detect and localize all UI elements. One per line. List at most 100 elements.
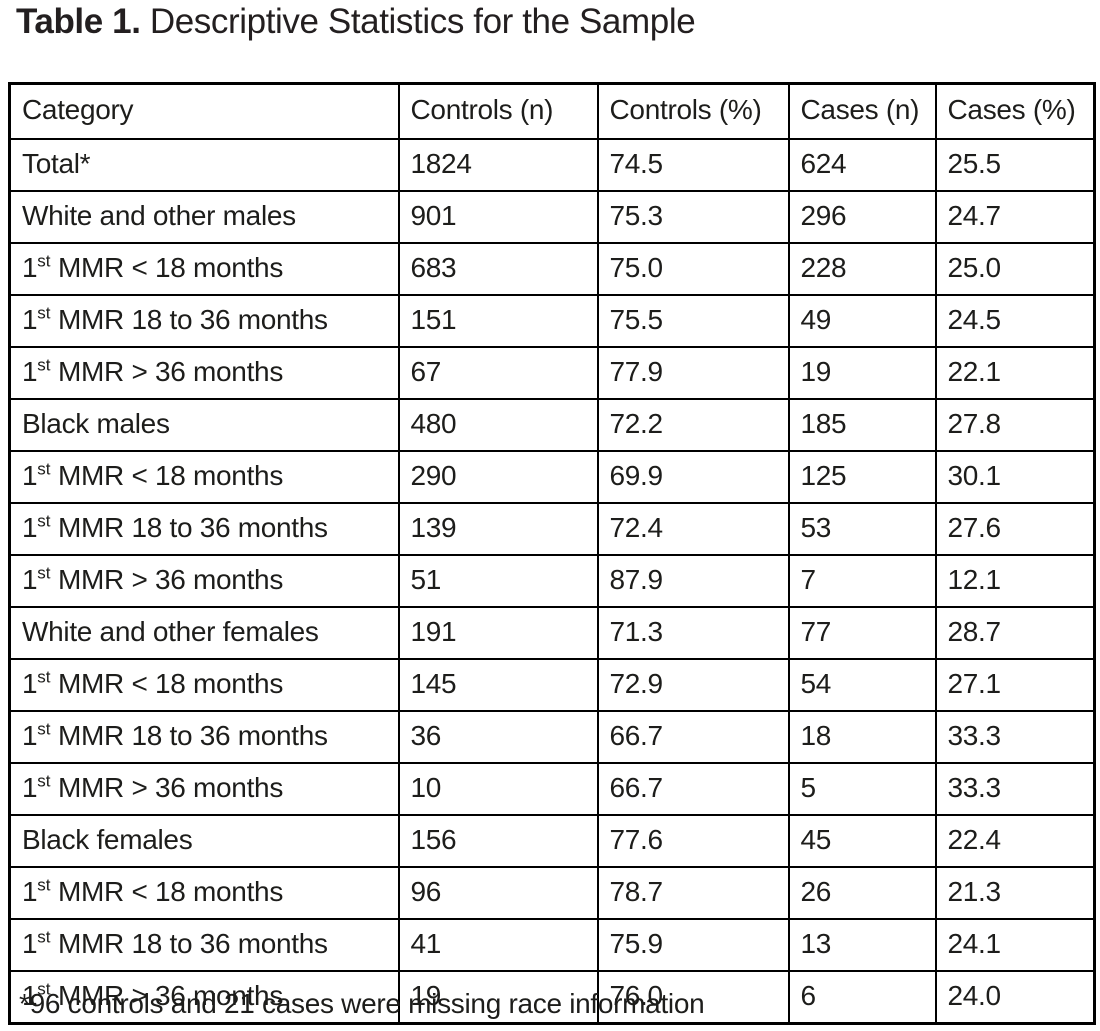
value-cell: 30.1 [934, 450, 1096, 504]
value-cell: 26 [787, 866, 937, 920]
value-cell: 28.7 [934, 606, 1096, 660]
table-row: 1st MMR > 36 months 19 76.0 6 24.0 [8, 970, 1096, 1025]
category-cell: 1st MMR < 18 months [8, 450, 400, 504]
value-cell: 77 [787, 606, 937, 660]
table-row: Black females 156 77.6 45 22.4 [8, 814, 1096, 868]
page-title: Table 1. Descriptive Statistics for the … [16, 2, 696, 42]
column-header-controls-n: Controls (n) [397, 82, 599, 140]
ordinal-superscript: st [37, 511, 51, 531]
table-row: 1st MMR > 36 months 67 77.9 19 22.1 [8, 346, 1096, 400]
value-cell: 72.2 [596, 398, 790, 452]
value-cell: 624 [787, 138, 937, 192]
value-cell: 24.0 [934, 970, 1096, 1025]
value-cell: 49 [787, 294, 937, 348]
value-cell: 25.0 [934, 242, 1096, 296]
table-row: 1st MMR > 36 months 51 87.9 7 12.1 [8, 554, 1096, 608]
value-cell: 74.5 [596, 138, 790, 192]
value-cell: 480 [397, 398, 599, 452]
table-row: 1st MMR > 36 months 10 66.7 5 33.3 [8, 762, 1096, 816]
ordinal-superscript: st [37, 667, 51, 687]
category-cell: 1st MMR > 36 months [8, 970, 400, 1025]
value-cell: 24.7 [934, 190, 1096, 244]
value-cell: 27.8 [934, 398, 1096, 452]
value-cell: 5 [787, 762, 937, 816]
value-cell: 72.4 [596, 502, 790, 556]
category-cell: 1st MMR > 36 months [8, 346, 400, 400]
value-cell: 139 [397, 502, 599, 556]
value-cell: 53 [787, 502, 937, 556]
table-row: 1st MMR < 18 months 683 75.0 228 25.0 [8, 242, 1096, 296]
category-cell: 1st MMR 18 to 36 months [8, 710, 400, 764]
category-cell: 1st MMR 18 to 36 months [8, 918, 400, 972]
column-header-controls-pct: Controls (%) [596, 82, 790, 140]
value-cell: 22.4 [934, 814, 1096, 868]
value-cell: 191 [397, 606, 599, 660]
value-cell: 19 [787, 346, 937, 400]
value-cell: 296 [787, 190, 937, 244]
category-cell: White and other females [8, 606, 400, 660]
table-row: Black males 480 72.2 185 27.8 [8, 398, 1096, 452]
table-row: White and other males 901 75.3 296 24.7 [8, 190, 1096, 244]
value-cell: 185 [787, 398, 937, 452]
value-cell: 21.3 [934, 866, 1096, 920]
value-cell: 901 [397, 190, 599, 244]
value-cell: 156 [397, 814, 599, 868]
table-row: 1st MMR 18 to 36 months 139 72.4 53 27.6 [8, 502, 1096, 556]
table-row: Total* 1824 74.5 624 25.5 [8, 138, 1096, 192]
table-row: 1st MMR 18 to 36 months 41 75.9 13 24.1 [8, 918, 1096, 972]
value-cell: 66.7 [596, 710, 790, 764]
table-body: Total* 1824 74.5 624 25.5 White and other mal… [8, 138, 1096, 1025]
value-cell: 76.0 [596, 970, 790, 1025]
value-cell: 25.5 [934, 138, 1096, 192]
ordinal-superscript: st [37, 355, 51, 375]
descriptive-statistics-table: Category Controls (n) Controls (%) Cases… [8, 82, 1096, 1025]
value-cell: 75.9 [596, 918, 790, 972]
value-cell: 683 [397, 242, 599, 296]
ordinal-superscript: st [37, 771, 51, 791]
category-cell: 1st MMR < 18 months [8, 658, 400, 712]
table-header: Category Controls (n) Controls (%) Cases… [8, 82, 1096, 140]
ordinal-superscript: st [37, 875, 51, 895]
category-cell: 1st MMR > 36 months [8, 762, 400, 816]
value-cell: 66.7 [596, 762, 790, 816]
ordinal-superscript: st [37, 459, 51, 479]
ordinal-superscript: st [37, 251, 51, 271]
category-cell: 1st MMR 18 to 36 months [8, 294, 400, 348]
value-cell: 71.3 [596, 606, 790, 660]
category-cell: 1st MMR < 18 months [8, 242, 400, 296]
value-cell: 6 [787, 970, 937, 1025]
value-cell: 33.3 [934, 762, 1096, 816]
value-cell: 87.9 [596, 554, 790, 608]
ordinal-superscript: st [37, 563, 51, 583]
category-cell: 1st MMR < 18 months [8, 866, 400, 920]
value-cell: 75.3 [596, 190, 790, 244]
value-cell: 24.5 [934, 294, 1096, 348]
value-cell: 125 [787, 450, 937, 504]
value-cell: 1824 [397, 138, 599, 192]
ordinal-superscript: st [37, 303, 51, 323]
value-cell: 228 [787, 242, 937, 296]
column-header-category: Category [8, 82, 400, 140]
ordinal-superscript: st [37, 927, 51, 947]
value-cell: 7 [787, 554, 937, 608]
value-cell: 33.3 [934, 710, 1096, 764]
header-row: Category Controls (n) Controls (%) Cases… [8, 82, 1096, 140]
value-cell: 69.9 [596, 450, 790, 504]
category-cell: White and other males [8, 190, 400, 244]
value-cell: 290 [397, 450, 599, 504]
value-cell: 67 [397, 346, 599, 400]
ordinal-superscript: st [37, 719, 51, 739]
value-cell: 13 [787, 918, 937, 972]
value-cell: 54 [787, 658, 937, 712]
table-number-label: Table 1. [16, 2, 141, 41]
table-row: 1st MMR 18 to 36 months 151 75.5 49 24.5 [8, 294, 1096, 348]
table-row: 1st MMR < 18 months 145 72.9 54 27.1 [8, 658, 1096, 712]
value-cell: 77.9 [596, 346, 790, 400]
value-cell: 27.6 [934, 502, 1096, 556]
value-cell: 96 [397, 866, 599, 920]
table-title-text: Descriptive Statistics for the Sample [140, 2, 696, 41]
footnote: *96 controls and 21 cases were missing r… [19, 988, 705, 1019]
value-cell: 18 [787, 710, 937, 764]
value-cell: 75.0 [596, 242, 790, 296]
table-row: White and other females 191 71.3 77 28.7 [8, 606, 1096, 660]
